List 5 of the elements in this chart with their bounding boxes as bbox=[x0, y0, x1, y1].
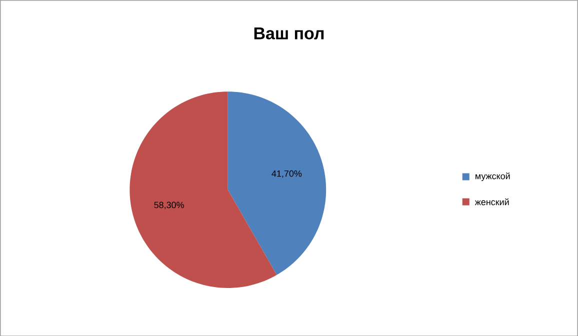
legend-label: мужской bbox=[476, 172, 510, 181]
legend-label: женский bbox=[474, 198, 509, 205]
data-label: 41,70% bbox=[272, 170, 302, 178]
chart-title: Ваш пол bbox=[254, 27, 324, 40]
data-label: 58,30% bbox=[154, 202, 184, 209]
